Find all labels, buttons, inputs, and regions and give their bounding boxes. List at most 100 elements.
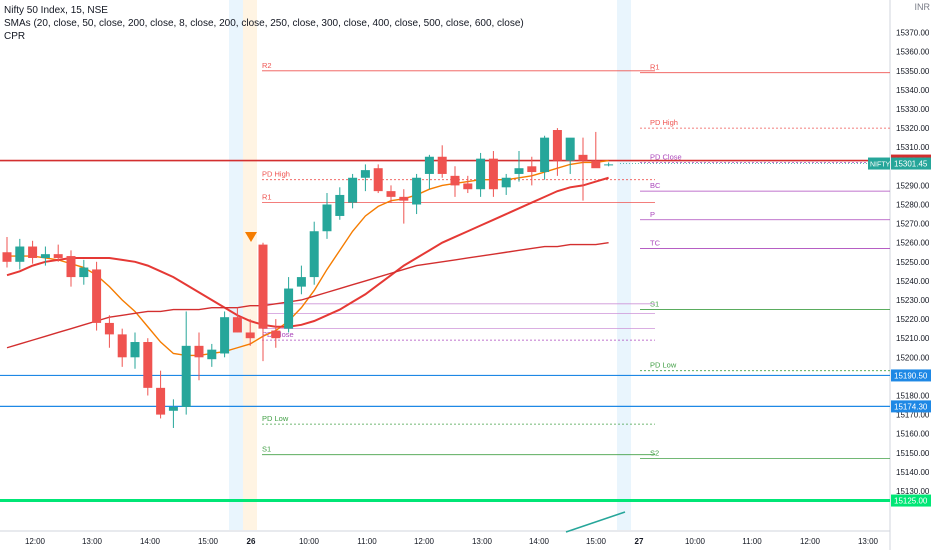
candle-body	[143, 342, 153, 388]
cpr-level-label: P	[650, 210, 655, 219]
x-tick-label: 12:00	[414, 537, 435, 546]
candle-body	[15, 246, 25, 262]
x-tick-label: 13:00	[82, 537, 103, 546]
candle-body	[66, 256, 76, 278]
y-tick-label: 15140.00	[896, 468, 930, 477]
candle-body	[322, 204, 332, 232]
candle-body	[117, 334, 127, 358]
y-tick-label: 15180.00	[896, 392, 930, 401]
symbol-tag-label: NIFTY	[870, 162, 891, 169]
y-tick-label: 15330.00	[896, 105, 930, 114]
symbol-title[interactable]: Nifty 50 Index, 15, NSE	[4, 5, 108, 16]
y-tick-label: 15170.00	[896, 411, 930, 420]
candle-body	[207, 349, 217, 360]
x-tick-label: 11:00	[357, 537, 377, 546]
candle-body	[412, 177, 422, 205]
candle-body	[181, 345, 191, 407]
candle-body	[450, 175, 460, 186]
candle-body	[335, 194, 345, 216]
price-level-tag	[891, 494, 931, 507]
candle-body	[296, 277, 306, 287]
price-level-tag	[891, 400, 931, 413]
y-tick-label: 15150.00	[896, 449, 930, 458]
x-tick-label: 11:00	[742, 537, 762, 546]
x-tick-label: 12:00	[800, 537, 821, 546]
last-price-tag-label: 15301.45	[894, 160, 928, 169]
currency-label: INR	[914, 2, 931, 12]
y-tick-label: 15260.00	[896, 239, 930, 248]
candle-body	[463, 183, 473, 190]
candle-body	[79, 267, 89, 278]
y-tick-label: 15310.00	[896, 143, 930, 152]
x-tick-label: 27	[635, 537, 644, 546]
cpr-level-label: PD Close	[650, 152, 682, 161]
cpr-level-label: PD High	[650, 118, 678, 127]
candle-body	[28, 246, 38, 258]
x-tick-label: 13:00	[858, 537, 879, 546]
y-tick-label: 15230.00	[896, 296, 930, 305]
candle-body	[220, 317, 230, 354]
candle-body	[540, 137, 550, 173]
candle-body	[604, 164, 614, 166]
y-tick-label: 15360.00	[896, 48, 930, 57]
sma-indicator-label[interactable]: SMAs (20, close, 50, close, 200, close, …	[4, 18, 524, 29]
y-tick-label: 15290.00	[896, 181, 930, 190]
trend-line	[565, 511, 626, 533]
session-band	[243, 0, 257, 530]
chart-header: Nifty 50 Index, 15, NSE SMAs (20, close,…	[4, 4, 524, 43]
candle-body	[284, 288, 294, 329]
candle-body	[40, 254, 50, 258]
cpr-level-label: BC	[650, 181, 661, 190]
session-band	[617, 0, 631, 530]
session-band	[229, 0, 243, 530]
y-tick-label: 15320.00	[896, 124, 930, 133]
candle-body	[437, 156, 447, 174]
candle-body	[565, 137, 575, 161]
candle-body	[156, 387, 166, 415]
candle-body	[271, 330, 281, 339]
candle-body	[578, 154, 588, 161]
candle-body	[386, 191, 396, 197]
candle-body	[373, 168, 383, 192]
candle-body	[2, 252, 12, 262]
x-tick-label: 26	[247, 537, 256, 546]
cpr-level-label: S2	[650, 449, 659, 458]
y-tick-label: 15130.00	[896, 487, 930, 496]
candle-body	[348, 177, 358, 203]
candle-body	[194, 345, 204, 358]
candle-body	[258, 244, 268, 329]
y-tick-label: 15350.00	[896, 67, 930, 76]
cpr-level-label: R1	[262, 193, 272, 202]
candle-body	[104, 322, 114, 335]
candle-body	[476, 158, 486, 190]
price-level-tag-label: 15125.00	[894, 497, 928, 506]
x-tick-label: 15:00	[586, 537, 607, 546]
cpr-level-label: PD Low	[650, 361, 677, 370]
candle-body	[53, 254, 63, 258]
candle-body	[168, 406, 178, 411]
y-tick-label: 15340.00	[896, 86, 930, 95]
x-tick-label: 10:00	[685, 537, 706, 546]
symbol-tag	[868, 157, 890, 170]
cpr-level-label: R2	[262, 61, 272, 70]
cpr-level-label: PD High	[262, 170, 290, 179]
candle-body	[424, 156, 434, 174]
price-level-tag-label: 15190.50	[894, 371, 928, 380]
cpr-indicator-label[interactable]: CPR	[4, 31, 26, 42]
cpr-level-label: TC	[650, 238, 661, 247]
x-tick-label: 10:00	[299, 537, 320, 546]
candle-body	[488, 158, 498, 190]
candle-body	[552, 130, 562, 161]
x-tick-label: 14:00	[529, 537, 550, 546]
price-level-tag	[891, 369, 931, 382]
cpr-level-label: S1	[262, 445, 271, 454]
signal-marker	[245, 232, 257, 242]
candle-body	[245, 332, 255, 339]
y-tick-label: 15200.00	[896, 353, 930, 362]
cpr-level-label: PD Low	[262, 414, 289, 423]
cpr-level-label: R1	[650, 63, 660, 72]
candle-body	[130, 342, 140, 358]
candle-body	[399, 196, 409, 201]
y-tick-label: 15160.00	[896, 430, 930, 439]
